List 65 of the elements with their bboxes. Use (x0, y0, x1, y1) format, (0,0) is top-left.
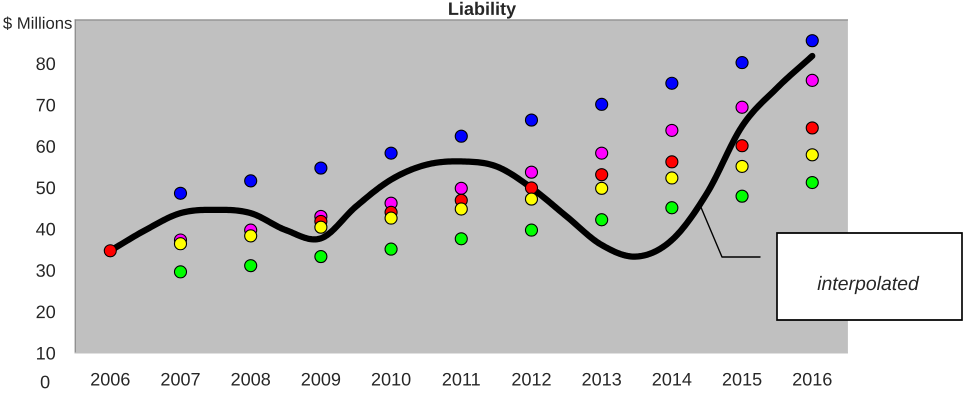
x-tick-label: 2013 (582, 372, 621, 386)
x-tick-label: 2006 (91, 372, 130, 386)
x-tick-label: 2009 (302, 372, 340, 386)
point (806, 121, 819, 135)
point (314, 161, 328, 175)
point (174, 186, 188, 200)
point (314, 220, 328, 234)
x-tick-label: 2010 (372, 372, 410, 386)
point (735, 100, 749, 114)
chart-title: Liability (449, 2, 516, 19)
y-axis-title: $ Millions (3, 16, 72, 30)
point (595, 182, 608, 195)
x-tick-label: 2008 (232, 372, 270, 386)
y-tick-label: 10 (37, 346, 56, 360)
point (595, 168, 608, 182)
y-tick-label: 20 (36, 305, 56, 318)
point (524, 114, 538, 127)
point (454, 202, 468, 216)
point (735, 160, 749, 173)
x-tick-label: 2016 (793, 372, 832, 386)
point (454, 182, 468, 195)
point (665, 201, 678, 214)
y-tick-label: 40 (36, 222, 56, 236)
text: 0 (40, 376, 50, 388)
point (665, 155, 678, 168)
point (735, 139, 749, 152)
point (806, 34, 819, 48)
point (244, 229, 258, 242)
point (806, 74, 819, 87)
y-tick-label: 50 (36, 181, 56, 194)
point (665, 76, 678, 90)
point (665, 171, 678, 185)
point (454, 130, 468, 143)
point (735, 190, 749, 203)
x-tick-label: 2015 (722, 372, 762, 386)
point (524, 192, 538, 206)
y-tick-label: 30 (36, 264, 56, 277)
point (314, 250, 328, 264)
point (665, 124, 678, 137)
point (384, 212, 398, 225)
point (244, 259, 258, 272)
x-tick-label: 2011 (442, 372, 480, 386)
x-tick-label: 2014 (652, 372, 692, 386)
y-tick-label: 60 (36, 140, 56, 153)
point (104, 244, 117, 258)
point (174, 265, 188, 278)
point (454, 232, 468, 246)
x-tick-label: 2007 (161, 372, 200, 386)
x-tick-label: 2012 (512, 372, 551, 386)
point (244, 174, 258, 188)
point (384, 242, 398, 256)
point (524, 224, 538, 237)
point (524, 181, 538, 194)
point (806, 148, 819, 162)
point (174, 237, 188, 250)
point (595, 146, 608, 160)
annotation: interpolated (818, 276, 920, 294)
y-tick-label: 80 (36, 57, 56, 70)
point (735, 56, 749, 70)
y-tick-label: 70 (36, 98, 56, 112)
point (806, 176, 819, 190)
point (595, 213, 608, 226)
point (595, 98, 608, 111)
point (384, 146, 398, 160)
point (524, 166, 538, 179)
